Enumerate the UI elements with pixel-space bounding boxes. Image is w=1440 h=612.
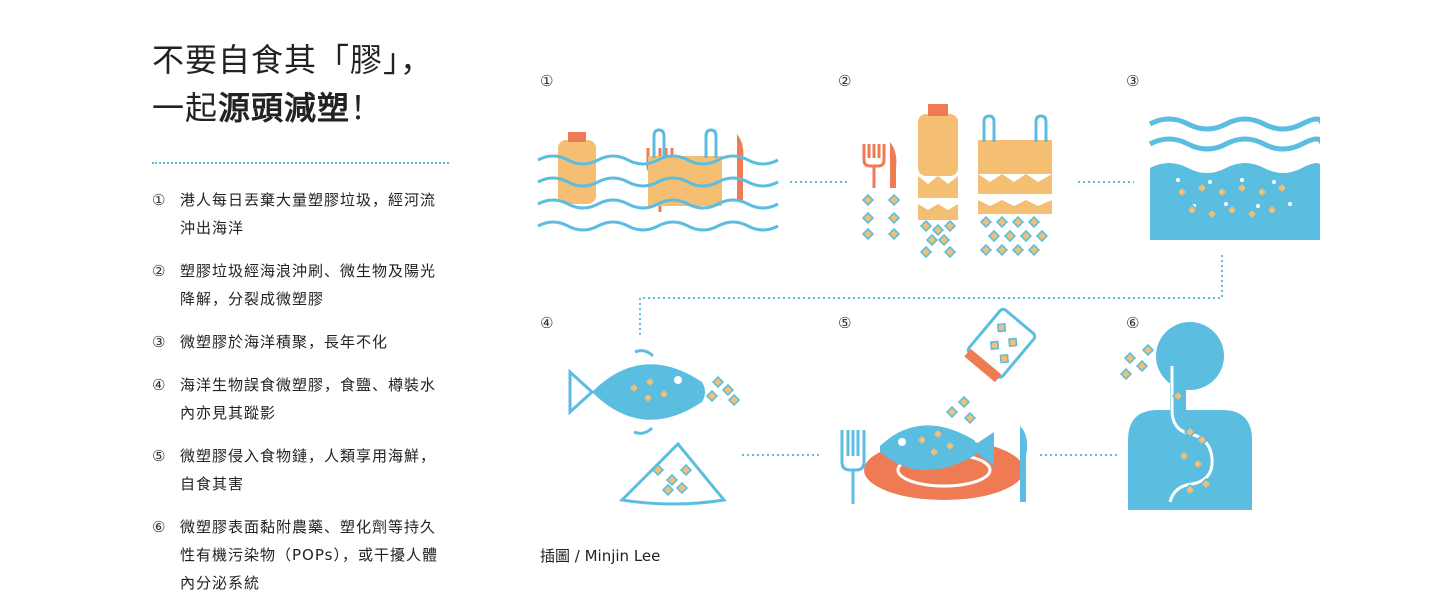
connector-lines bbox=[639, 181, 1223, 456]
panel-3: ③ bbox=[1126, 72, 1320, 240]
process-diagram: ① ② bbox=[537, 72, 1320, 510]
plastic-waste-in-waves-icon bbox=[537, 128, 779, 232]
panel-number: ④ bbox=[540, 314, 553, 332]
title-line-2-prefix: 一起 bbox=[152, 89, 219, 127]
panel-2: ② bbox=[838, 72, 1052, 258]
panel-4: ④ bbox=[540, 314, 740, 506]
title-line-1: 不要自食其「膠」， bbox=[152, 41, 434, 79]
illustration-credit: 插圖 / Minjin Lee bbox=[540, 547, 661, 565]
step-item-4: ④ 海洋生物誤食微塑膠，食鹽、樽裝水內亦見其蹤影 bbox=[152, 371, 452, 427]
step-number: ② bbox=[152, 262, 166, 280]
human-body-icon bbox=[1120, 322, 1252, 510]
plastic-fragmenting-icon bbox=[862, 104, 1052, 258]
panel-number: ③ bbox=[1126, 72, 1139, 90]
title-line-2-bold: 源頭減塑 bbox=[218, 89, 351, 127]
seafood-meal-icon bbox=[840, 307, 1037, 504]
step-number: ④ bbox=[152, 376, 166, 394]
step-text: 微塑膠侵入食物鏈，人類享用海鮮，自食其害 bbox=[180, 447, 437, 493]
step-item-1: ① 港人每日丟棄大量塑膠垃圾，經河流沖出海洋 bbox=[152, 186, 452, 242]
title-line-2-suffix: ！ bbox=[350, 89, 384, 127]
left-column: 不要自食其「膠」， 一起源頭減塑！ ① 港人每日丟棄大量塑膠垃圾，經河流沖出海洋 … bbox=[152, 36, 452, 612]
step-text: 港人每日丟棄大量塑膠垃圾，經河流沖出海洋 bbox=[180, 191, 437, 237]
step-text: 海洋生物誤食微塑膠，食鹽、樽裝水內亦見其蹤影 bbox=[180, 376, 437, 422]
panel-6: ⑥ bbox=[1120, 314, 1252, 510]
step-list: ① 港人每日丟棄大量塑膠垃圾，經河流沖出海洋 ② 塑膠垃圾經海浪沖刷、微生物及陽光降… bbox=[152, 186, 452, 597]
microplastics-in-ocean-icon bbox=[1148, 116, 1320, 240]
panel-number: ② bbox=[838, 72, 851, 90]
step-text: 微塑膠表面黏附農藥、塑化劑等持久性有機污染物（POPs），或干擾人體內分泌系統 bbox=[180, 518, 438, 592]
panel-number: ① bbox=[540, 72, 553, 90]
step-number: ⑤ bbox=[152, 447, 166, 465]
panel-number: ⑥ bbox=[1126, 314, 1139, 332]
step-item-6: ⑥ 微塑膠表面黏附農藥、塑化劑等持久性有機污染物（POPs），或干擾人體內分泌系統 bbox=[152, 513, 452, 597]
fish-eating-microplastics-icon bbox=[568, 349, 740, 506]
step-number: ⑥ bbox=[152, 518, 166, 536]
step-item-5: ⑤ 微塑膠侵入食物鏈，人類享用海鮮，自食其害 bbox=[152, 442, 452, 498]
panel-5: ⑤ bbox=[838, 307, 1037, 504]
panel-number: ⑤ bbox=[838, 314, 851, 332]
page-title: 不要自食其「膠」， 一起源頭減塑！ bbox=[152, 36, 452, 132]
step-text: 塑膠垃圾經海浪沖刷、微生物及陽光降解，分裂成微塑膠 bbox=[180, 262, 437, 308]
step-item-3: ③ 微塑膠於海洋積聚，長年不化 bbox=[152, 328, 452, 356]
panel-1: ① bbox=[537, 72, 779, 232]
step-number: ③ bbox=[152, 333, 166, 351]
dotted-divider bbox=[152, 162, 449, 164]
step-number: ① bbox=[152, 191, 166, 209]
step-text: 微塑膠於海洋積聚，長年不化 bbox=[180, 333, 389, 351]
step-item-2: ② 塑膠垃圾經海浪沖刷、微生物及陽光降解，分裂成微塑膠 bbox=[152, 257, 452, 313]
